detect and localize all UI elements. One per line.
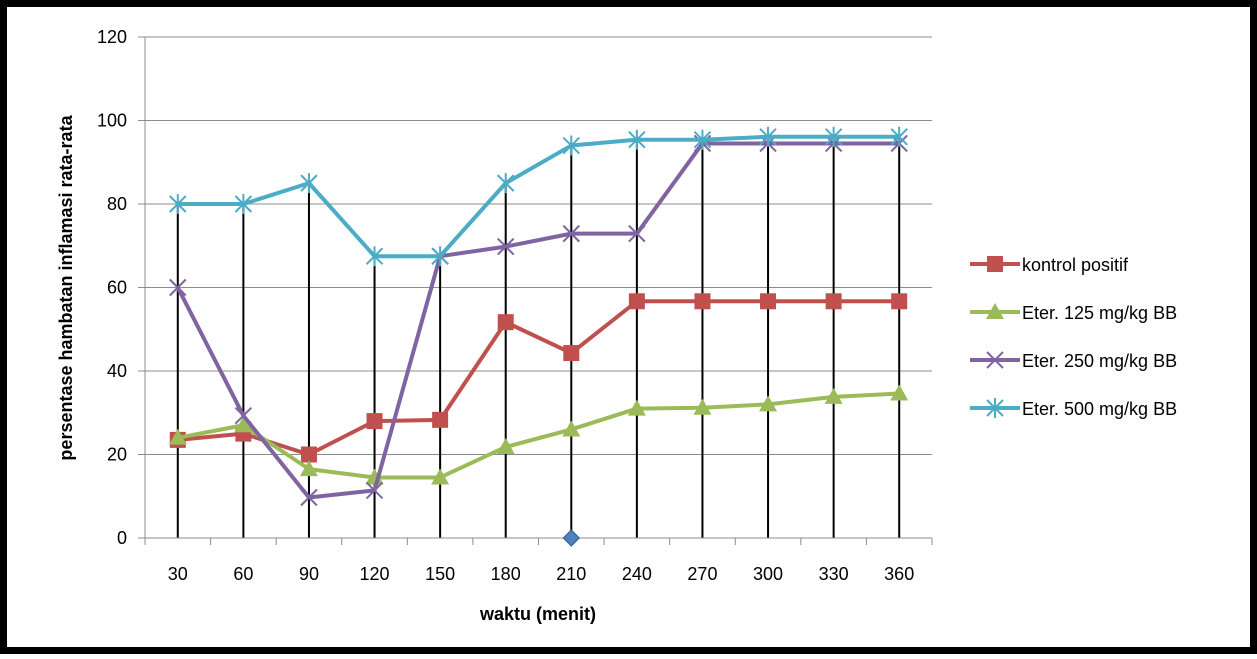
data-point [365,481,384,500]
x-tick-label: 330 [819,564,849,584]
data-point [628,129,646,150]
data-point [497,173,515,194]
data-point [432,411,449,428]
x-tick-label: 30 [168,564,188,584]
data-point [627,399,646,416]
data-point [168,428,187,445]
data-point [431,246,449,267]
legend-swatch-marker [986,351,1004,369]
x-tick-label: 240 [622,564,652,584]
legend-label: Eter. 125 mg/kg BB [1022,303,1177,323]
legend-item: Eter. 250 mg/kg BB [970,351,1177,371]
data-point [365,246,384,267]
axes [138,36,933,545]
data-point [891,293,908,310]
series-4 [169,126,908,267]
data-point [300,488,318,507]
data-point [563,345,580,362]
data-point [234,406,253,425]
x-tick-label: 60 [233,564,253,584]
series-line [176,141,900,500]
legend-label: kontrol positif [1022,255,1129,275]
y-tick-label: 120 [97,27,127,47]
y-tick-label: 40 [107,361,127,381]
data-point [300,446,317,463]
y-tick-label: 60 [107,278,127,298]
legend-swatch-marker [987,256,1003,272]
legend-label: Eter. 250 mg/kg BB [1022,351,1177,371]
y-tick-label: 100 [97,111,127,131]
extra-data-point [562,529,580,547]
data-point [562,224,580,243]
y-tick-label: 80 [107,194,127,214]
legend-item: Eter. 500 mg/kg BB [970,398,1177,419]
x-axis-label: waktu (menit) [479,604,596,624]
data-point [824,126,843,147]
data-point [890,126,908,147]
data-point [562,135,580,156]
data-point [299,460,318,477]
drop-lines [176,136,901,538]
legend-swatch-marker [986,398,1004,418]
data-point [497,314,514,331]
legend-item: Eter. 125 mg/kg BB [970,303,1177,323]
data-point [628,293,645,310]
legend-label: Eter. 500 mg/kg BB [1022,399,1177,419]
legend: kontrol positif Eter. 125 mg/kg BB Eter. 2… [970,255,1177,419]
data-point [694,293,711,310]
y-tick-labels: 0 20 40 60 80 100 120 [97,27,127,548]
data-point [169,194,187,214]
x-tick-labels: 30 60 90 120 150 180 210 240 270 300 330 360 [168,564,914,584]
data-point [234,416,253,433]
x-tick-label: 360 [884,564,914,584]
x-tick-label: 150 [425,564,455,584]
series-line [177,391,900,480]
data-point [234,194,253,214]
data-point [825,293,842,310]
data-point [693,398,712,415]
x-tick-label: 90 [299,564,319,584]
x-tick-label: 300 [753,564,783,584]
data-point [366,413,383,430]
legend-swatch-marker [986,303,1004,319]
data-point [824,387,843,404]
x-tick-label: 120 [360,564,390,584]
data-point [890,384,909,401]
x-tick-label: 270 [687,564,717,584]
series-line [177,134,900,259]
x-tick-label: 210 [556,564,586,584]
legend-item: kontrol positif [970,255,1129,275]
y-tick-label: 0 [117,528,127,548]
data-point [562,420,581,437]
y-axis-label: persentase hambatan inflamasi rata-rata [56,114,76,460]
x-tick-label: 180 [491,564,521,584]
data-point [300,173,318,194]
data-point [496,437,515,454]
data-point [760,293,777,310]
data-point [628,224,646,243]
series-layer [168,126,909,547]
gridlines [145,36,932,455]
data-point [169,278,187,297]
data-point [431,468,450,485]
data-point [759,395,778,412]
y-tick-label: 20 [107,445,127,465]
series-line [177,299,900,457]
data-point [693,129,712,150]
data-point [497,237,515,256]
data-point [759,126,777,147]
series-2 [168,384,909,485]
